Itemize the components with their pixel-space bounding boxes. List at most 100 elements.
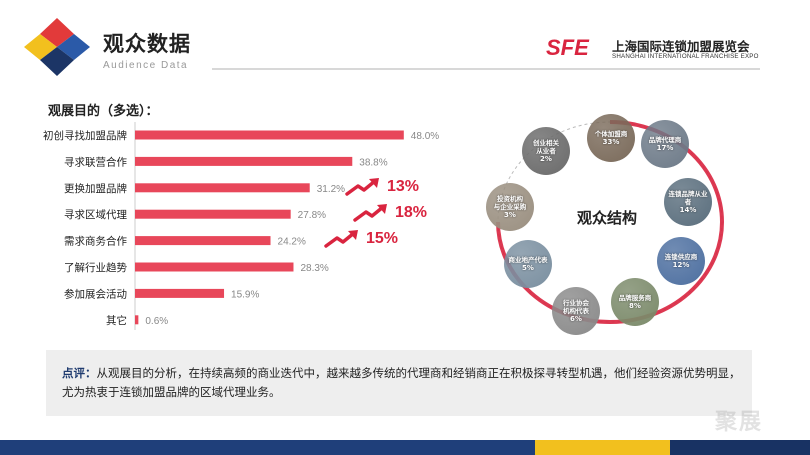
growth-annotation-1: 13% [345,177,419,197]
node-label: 品牌代理商 17% [647,134,684,155]
footer-bar-blue [0,440,535,455]
value-label: 27.8% [298,210,326,221]
node-label-line: 连锁品牌从业者 [668,189,708,206]
sfe-logo: SFE [546,36,590,58]
comment-label: 点评： [62,366,97,380]
growth-annotation-3: 15% [324,229,398,249]
value-label: 48.0% [411,131,439,142]
node-photo [641,120,689,168]
node-photo [552,287,600,335]
node-label: 投资机构 与企业采购 3% [492,193,529,222]
sfe-logo-text: SFE [546,36,590,58]
expo-name-cn: 上海国际连锁加盟展览会 [612,39,750,54]
node-label: 连锁供应商 12% [663,251,700,272]
bar [135,236,271,246]
bar [135,209,291,219]
node-photo [664,178,712,226]
node-percentage: 12% [672,260,690,269]
bar [135,183,310,193]
audience-node: 连锁供应商 12% [657,237,705,285]
category-label: 寻求区域代理 [64,208,127,221]
value-label: 38.8% [359,157,387,168]
node-label: 个体加盟商 33% [593,128,630,149]
category-label: 初创寻找加盟品牌 [43,129,127,142]
comment-body: 从观展目的分析，在持续高频的商业迭代中，越来越多传统的代理商和经销商正在积极探寻… [62,366,741,399]
node-photo [486,183,534,231]
growth-value: 15% [366,230,399,247]
brand-logo-diamond [24,18,90,76]
node-label-line: 与企业采购 [493,202,527,211]
node-label: 商业地产代表 5% [507,254,550,275]
page-title: 观众数据 [103,32,191,56]
category-label: 了解行业趋势 [64,261,127,274]
node-percentage: 5% [522,263,534,272]
node-label: 品牌服务商 8% [617,292,654,313]
bar [135,315,139,325]
ring-center-label: 观众结构 [577,209,638,227]
node-label-line: 机构代表 [563,306,589,315]
node-photo [587,114,635,162]
bar [135,156,353,166]
audience-node: 创业相关 从业者 2% [522,127,570,175]
footer-bar-navy [670,440,810,455]
category-label: 寻求联营合作 [64,155,127,168]
value-label: 0.6% [145,316,168,327]
category-label: 参加展会活动 [64,287,127,300]
node-label-line: 从业者 [536,146,556,155]
node-photo [504,240,552,288]
node-label-line: 连锁供应商 [664,252,698,261]
node-percentage: 2% [540,154,552,163]
trend-up-icon [345,178,379,196]
comment-box [46,350,752,416]
category-label: 更换加盟品牌 [64,182,127,195]
audience-node: 行业协会 机构代表 6% [552,287,600,335]
growth-value: 18% [395,204,428,221]
node-percentage: 17% [656,143,674,152]
audience-node: 连锁品牌从业者 14% [664,178,712,226]
node-percentage: 8% [629,301,641,310]
growth-value: 13% [387,178,420,195]
node-photo [522,127,570,175]
audience-node: 商业地产代表 5% [504,240,552,288]
category-label: 其它 [106,314,127,327]
node-label-line: 品牌代理商 [648,135,682,144]
audience-node: 投资机构 与企业采购 3% [486,183,534,231]
purpose-bar-chart: 初创寻找加盟品牌 48.0% 寻求联营合作 38.8% 更换加盟品牌 31.2% 寻求区域代… [43,122,439,330]
audience-node: 品牌代理商 17% [641,120,689,168]
expo-brand: SFE 上海国际连锁加盟展览会 SHANGHAI INTERNATIONAL F… [546,36,776,66]
bar [135,288,225,298]
node-percentage: 14% [679,205,697,214]
node-label-line: 品牌服务商 [618,293,652,302]
node-label: 行业协会 机构代表 6% [561,297,591,326]
bar [135,130,404,140]
node-label: 连锁品牌从业者 14% [664,188,712,217]
value-label: 15.9% [231,289,259,300]
watermark: 聚展 [715,410,764,435]
trend-up-icon [324,230,358,248]
node-label-line: 个体加盟商 [594,129,628,138]
node-photo [657,237,705,285]
comment: 点评：从观展目的分析，在持续高频的商业迭代中，越来越多传统的代理商和经销商正在积… [62,364,744,402]
value-label: 31.2% [317,184,345,195]
chart-title: 观展目的（多选）： [48,104,159,119]
header-divider [212,68,760,70]
node-label-line: 投资机构 [497,194,523,203]
bar [135,262,294,272]
node-percentage: 3% [504,210,516,219]
audience-node: 个体加盟商 33% [587,114,635,162]
category-label: 需求商务合作 [64,235,127,248]
growth-annotation-2: 18% [353,203,427,223]
value-label: 28.3% [300,263,328,274]
node-percentage: 6% [570,314,582,323]
audience-node: 品牌服务商 8% [611,278,659,326]
node-label: 创业相关 从业者 2% [531,137,561,166]
node-percentage: 33% [602,137,620,146]
trend-up-icon [353,204,387,222]
footer-bar-yellow [535,440,670,455]
value-label: 24.2% [278,237,306,248]
expo-name-en: SHANGHAI INTERNATIONAL FRANCHISE EXPO [612,53,759,60]
node-label-line: 商业地产代表 [508,255,548,264]
page-subtitle: Audience Data [103,60,189,71]
node-label-line: 行业协会 [563,298,589,307]
node-photo [611,278,659,326]
